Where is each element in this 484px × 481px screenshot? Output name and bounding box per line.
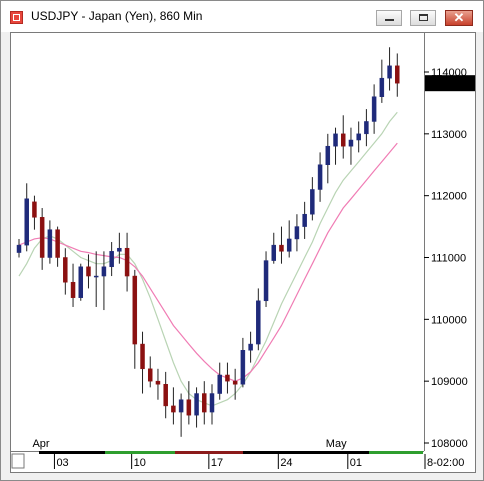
candle-body	[63, 257, 68, 283]
candle-body	[16, 244, 22, 253]
x-tick-label: 10	[134, 457, 146, 469]
candle-body	[194, 393, 199, 416]
candle-body	[286, 238, 292, 252]
x-tick-label: 24	[280, 457, 292, 469]
candle-body	[317, 164, 323, 190]
x-tick-label: 17	[211, 457, 223, 469]
candle-body	[387, 65, 392, 79]
candle-body	[217, 374, 222, 394]
candle-body	[109, 251, 114, 268]
close-button[interactable]: ✕	[445, 10, 473, 26]
candle-body	[364, 121, 369, 135]
candle-body	[340, 133, 346, 147]
candle-body	[24, 198, 29, 246]
y-tick-label: 111000	[431, 253, 466, 265]
candle-body	[325, 145, 331, 165]
candle-body	[271, 244, 277, 261]
chart-area[interactable]: 108000 109000 110000 111000 112000 113000 1140…	[10, 32, 476, 473]
x-tick-label: 01	[350, 457, 362, 469]
candle-body	[279, 244, 284, 252]
session-bar-segment	[175, 451, 243, 454]
candle-body	[140, 343, 145, 370]
candle-body	[93, 275, 99, 278]
y-tick-label: 109000	[431, 376, 468, 388]
candle-body	[248, 343, 253, 351]
ma-slow-line	[18, 142, 398, 382]
candle-body	[232, 380, 238, 385]
session-bar-segment	[311, 451, 369, 454]
x-tick-label: 8-02:00	[427, 457, 464, 469]
candle-body	[209, 393, 215, 413]
candle-body	[39, 217, 45, 258]
session-bar-segment	[39, 451, 105, 454]
maximize-icon	[419, 14, 428, 21]
candle-body	[171, 405, 176, 413]
last-price-label: 113819	[429, 78, 465, 90]
candle-body	[333, 133, 338, 147]
candle-body	[240, 350, 246, 385]
x-tick-label: 03	[56, 457, 68, 469]
candle-body	[256, 300, 261, 345]
candle-body	[263, 260, 269, 302]
month-label: May	[326, 438, 347, 450]
session-bar-segment	[105, 451, 175, 454]
candle-body	[294, 226, 300, 240]
last-price-badge	[425, 75, 475, 92]
candle-body	[86, 266, 91, 277]
currency-chart-icon	[10, 11, 23, 24]
minimize-button[interactable]	[376, 10, 402, 26]
scroll-box	[11, 453, 25, 469]
price-chart[interactable]: 1080001090001100001110001120001130001140…	[11, 33, 475, 472]
candle-body	[186, 399, 192, 416]
candle-body	[155, 380, 161, 385]
candle-body	[47, 229, 53, 258]
month-label: Apr	[32, 438, 49, 450]
y-tick-label: 110000	[431, 314, 467, 326]
candle-body	[379, 77, 385, 97]
candle-body	[117, 247, 122, 252]
minimize-icon	[385, 19, 394, 21]
y-tick-label: 112000	[431, 191, 467, 203]
candle-body	[225, 374, 230, 382]
candle-body	[302, 213, 307, 227]
candle-body	[32, 201, 37, 218]
candle-body	[55, 229, 60, 258]
candle-body	[356, 133, 361, 141]
candle-body	[371, 96, 377, 122]
candle-body	[163, 384, 168, 407]
candle-body	[70, 281, 76, 298]
candle-body	[124, 247, 130, 277]
ma-fast-line	[18, 111, 398, 407]
candle-body	[395, 65, 400, 84]
candle-body	[147, 368, 153, 382]
candle-body	[310, 189, 315, 215]
y-tick-label: 108000	[431, 438, 468, 450]
session-bar-segment	[243, 451, 311, 454]
candle-body	[178, 399, 184, 413]
candle-body	[78, 266, 84, 298]
y-tick-label: 113000	[431, 129, 467, 141]
title-bar[interactable]: USDJPY - Japan (Yen), 860 Min ✕	[1, 1, 483, 32]
candle-body	[101, 266, 107, 277]
session-bar-segment	[369, 451, 423, 454]
maximize-button[interactable]	[410, 10, 436, 26]
close-icon: ✕	[453, 10, 465, 25]
candle-body	[132, 275, 138, 345]
candle-body	[348, 139, 354, 147]
window-title: USDJPY - Japan (Yen), 860 Min	[31, 9, 203, 23]
candle-body	[202, 393, 207, 413]
